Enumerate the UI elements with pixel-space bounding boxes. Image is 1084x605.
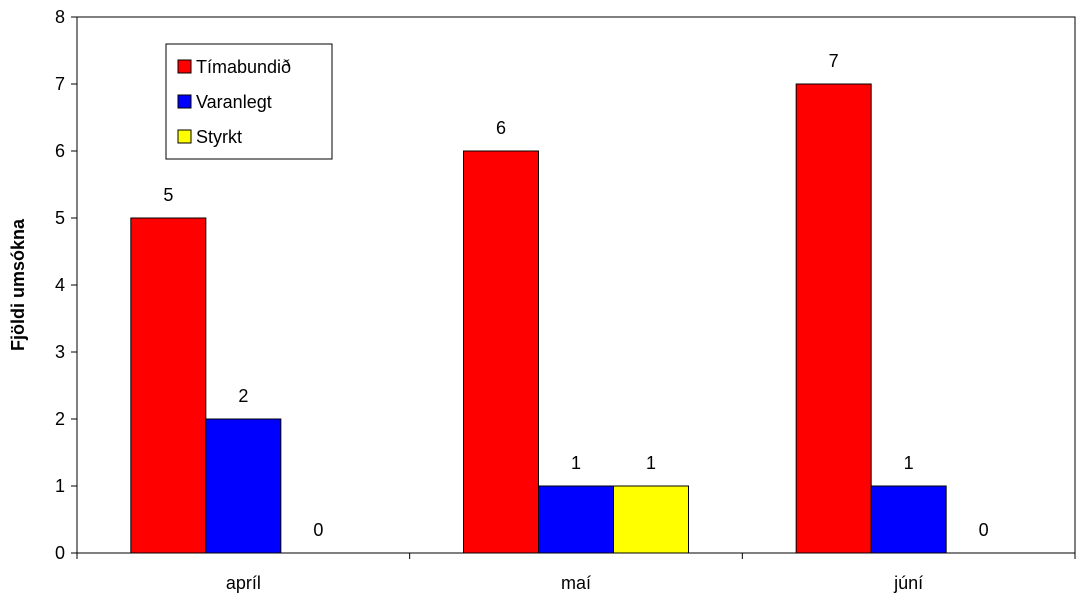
bar [538,485,614,554]
bar [870,485,947,554]
data-label: 1 [904,453,914,473]
data-label: 5 [163,185,173,205]
legend-label: Varanlegt [196,92,272,112]
legend-swatch [177,94,192,109]
legend-swatch [177,59,192,74]
legend-swatch [177,129,192,144]
y-tick-label: 0 [55,543,65,563]
y-tick-label: 6 [55,141,65,161]
data-label: 6 [496,118,506,138]
legend-label: Styrkt [196,127,242,147]
y-tick-label: 8 [55,7,65,27]
data-label: 0 [979,520,989,540]
bar [205,418,282,554]
bar [130,217,207,554]
x-tick-label-3: júní [893,573,923,593]
y-tick-label: 5 [55,208,65,228]
bar [463,150,539,554]
y-axis-title: Fjöldi umsókna [8,218,28,351]
data-label: 2 [238,386,248,406]
data-label: 1 [646,453,656,473]
y-tick-label: 7 [55,74,65,94]
y-tick-label: 3 [55,342,65,362]
data-label: 7 [829,51,839,71]
x-tick-label-2: maí [561,573,591,593]
bar [613,485,689,554]
y-tick-label: 1 [55,476,65,496]
legend-box [165,43,333,160]
legend-label: Tímabundið [196,57,291,77]
bar [795,83,872,554]
y-tick-label: 2 [55,409,65,429]
data-label: 0 [313,520,323,540]
data-label: 1 [571,453,581,473]
x-tick-label-1: apríl [226,573,261,593]
y-tick-label: 4 [55,275,65,295]
